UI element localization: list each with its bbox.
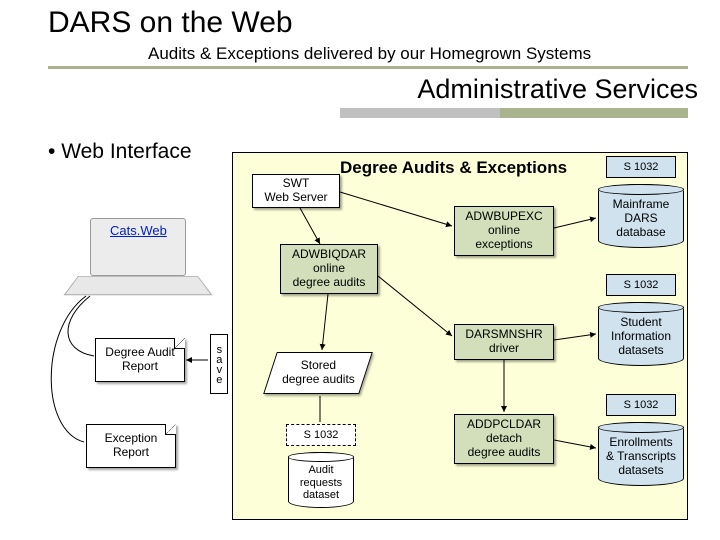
degree-audit-report: Degree Audit Report: [95, 338, 185, 382]
s1032-bot: S 1032: [606, 394, 676, 416]
swt-web-server: SWT Web Server: [252, 174, 340, 208]
save-block: save: [210, 334, 228, 394]
adwbupexc: ADWBUPEXC online exceptions: [454, 206, 554, 256]
diagram-region-title: Degree Audits & Exceptions: [340, 158, 567, 178]
catsweb-link[interactable]: Cats.Web: [108, 222, 169, 241]
student-info-datasets: Student Information datasets: [598, 302, 684, 366]
web-interface-bullet: Web Interface: [48, 140, 192, 164]
exception-report: Exception Report: [86, 424, 176, 468]
admin-services-heading: Administrative Services: [417, 74, 698, 105]
admin-rule-grey: [340, 108, 510, 118]
s1032-audit-requests-label: S 1032: [286, 424, 356, 446]
addpcldar: ADDPCLDAR detach degree audits: [454, 414, 554, 464]
audit-requests-dataset: Audit requests dataset: [288, 452, 354, 508]
mainframe-dars-db: Mainframe DARS database: [598, 184, 684, 248]
s1032-top: S 1032: [606, 156, 676, 178]
page-subtitle: Audits & Exceptions delivered by our Hom…: [148, 44, 591, 64]
enrollments-transcripts-datasets: Enrollments & Transcripts datasets: [598, 422, 684, 486]
page-title: DARS on the Web: [48, 6, 293, 40]
adwbiqdar: ADWBIQDAR online degree audits: [280, 244, 378, 294]
admin-rule-green: [500, 108, 688, 118]
darsmnshr: DARSMNSHR driver: [454, 324, 554, 360]
s1032-mid: S 1032: [606, 274, 676, 296]
stored-degree-audits: Stored degree audits: [263, 352, 373, 394]
title-rule: [48, 66, 688, 69]
